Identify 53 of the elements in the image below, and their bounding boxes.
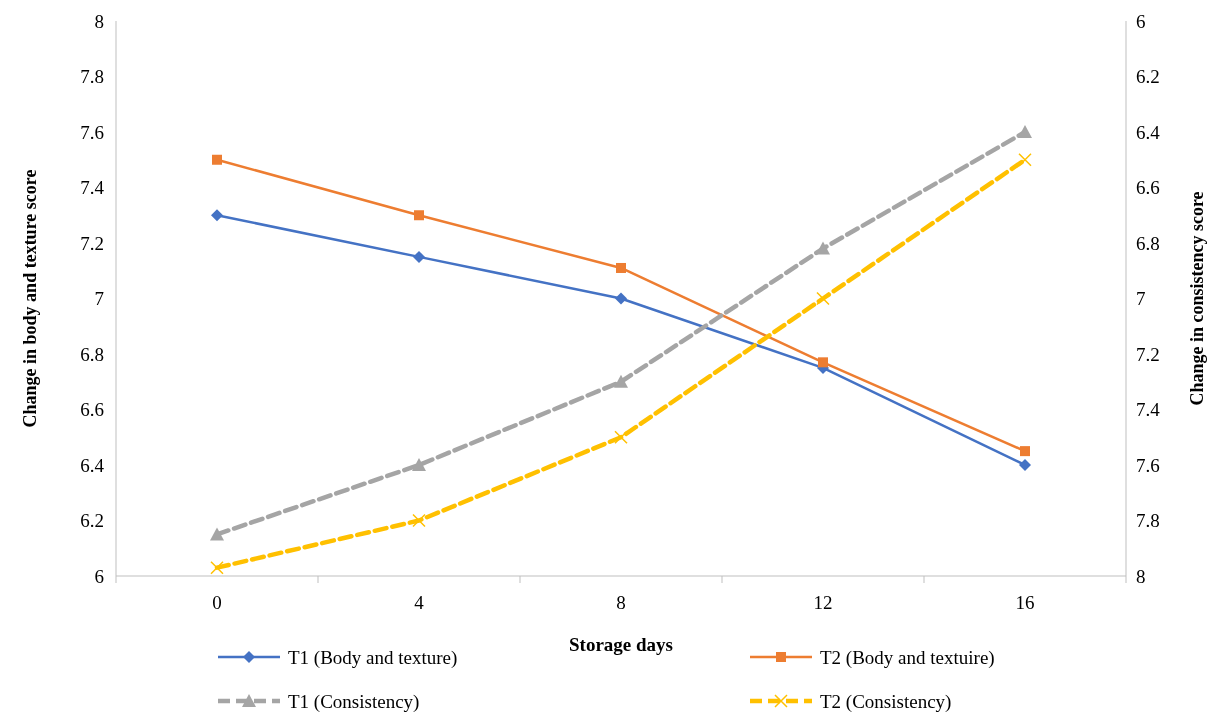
- point: [614, 374, 628, 388]
- y2-tick-label: 6: [1136, 10, 1146, 32]
- x-tick-label: 16: [1015, 592, 1035, 613]
- y-tick-label: 6.8: [80, 343, 104, 365]
- y-tick-label: 7.2: [80, 232, 104, 254]
- point: [614, 430, 628, 444]
- point: [412, 458, 426, 471]
- point: [413, 250, 425, 263]
- y-tick-label: 8: [94, 10, 104, 32]
- y-tick-label: 6.4: [80, 454, 105, 476]
- y2-tick-label: 6.6: [1136, 177, 1160, 199]
- point: [1018, 125, 1032, 138]
- y-tick-label: 7.6: [80, 121, 104, 143]
- point: [211, 209, 223, 222]
- legend-label: T1 (Consistency): [288, 690, 420, 713]
- y-axis-title: Change in body and texture score: [20, 169, 40, 428]
- y-tick-label: 7.4: [80, 177, 105, 199]
- y2-tick-label: 6.8: [1136, 232, 1160, 254]
- point: [818, 357, 828, 368]
- point: [615, 292, 627, 305]
- y-tick-label: 6.2: [80, 510, 104, 532]
- y2-tick-label: 7.6: [1136, 454, 1160, 476]
- legend-label: T1 (Body and texture): [288, 646, 458, 669]
- y2-tick-label: 8: [1136, 565, 1146, 587]
- y-tick-label: 7: [94, 288, 104, 310]
- x-axis-title: Storage days: [569, 634, 673, 655]
- legend-label: T2 (Body and textuire): [820, 646, 995, 669]
- y2-axis-title: Change in consistency score: [1187, 191, 1207, 406]
- x-tick-label: 0: [212, 592, 222, 613]
- x-tick-label: 4: [414, 592, 425, 613]
- legend-label: T2 (Consistency): [820, 690, 952, 713]
- y-tick-label: 6.6: [80, 399, 104, 421]
- point: [816, 291, 830, 306]
- point: [1019, 459, 1031, 471]
- point: [1020, 446, 1030, 457]
- y2-tick-label: 6.4: [1136, 121, 1161, 143]
- point: [414, 210, 424, 221]
- y2-tick-label: 7.8: [1136, 510, 1160, 532]
- x-tick-label: 8: [616, 592, 626, 613]
- y-tick-label: 6: [94, 565, 104, 587]
- point: [212, 154, 222, 165]
- y2-tick-label: 7.2: [1136, 343, 1160, 365]
- y2-tick-label: 6.2: [1136, 66, 1160, 88]
- y-tick-label: 7.8: [80, 66, 104, 88]
- x-tick-label: 12: [813, 592, 833, 613]
- point: [1018, 153, 1032, 167]
- point: [616, 262, 626, 273]
- point: [816, 241, 830, 255]
- point: [210, 560, 224, 575]
- point: [412, 513, 426, 528]
- y2-tick-label: 7.4: [1136, 399, 1161, 421]
- point: [210, 527, 224, 541]
- y2-tick-label: 7: [1136, 288, 1146, 310]
